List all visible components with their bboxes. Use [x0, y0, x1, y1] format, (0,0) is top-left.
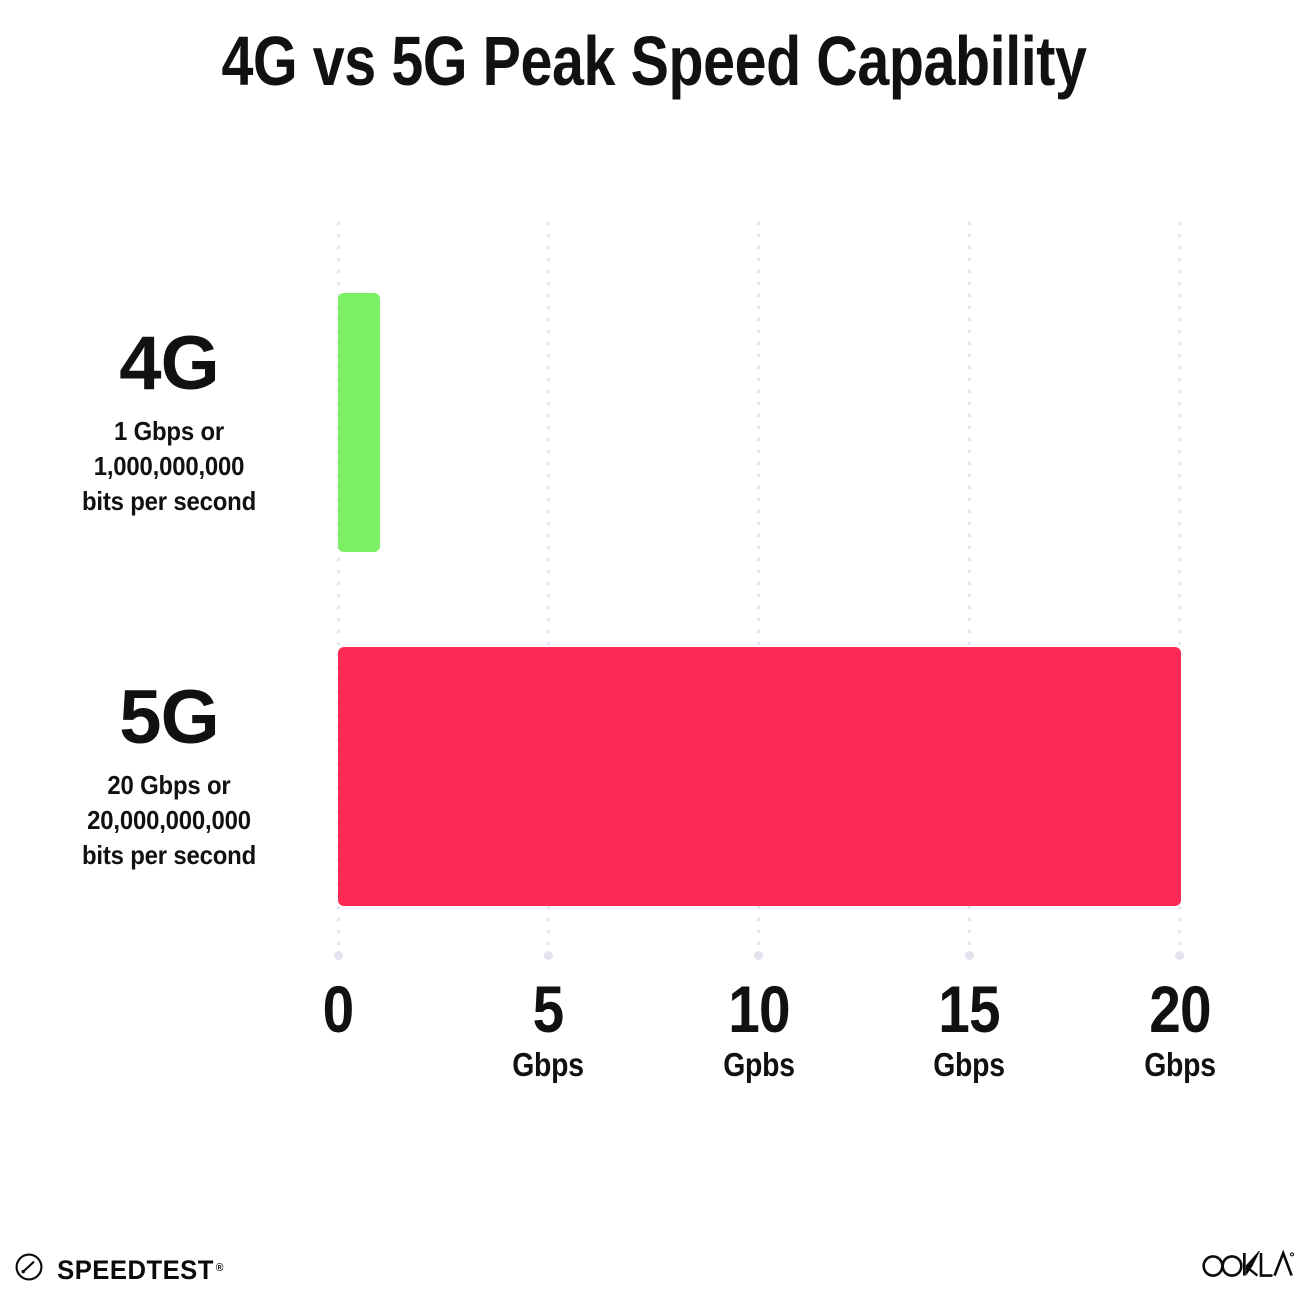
x-axis-tick-value: 5 [532, 972, 565, 1046]
x-axis-tick-10: 10 Gpbs [679, 976, 839, 1084]
category-title-4g: 4G [119, 321, 219, 406]
category-sub-line: 20,000,000,000 [87, 805, 251, 835]
speedtest-wordmark: SPEEDTEST ® [57, 1254, 223, 1285]
category-title-5g: 5G [119, 675, 219, 760]
x-axis-tick-value: 10 [728, 972, 790, 1046]
ookla-wordmark-icon [1202, 1250, 1294, 1277]
x-axis-tick-value: 0 [322, 972, 355, 1046]
x-axis-tick-unit: Gbps [512, 1046, 584, 1083]
x-axis-tick-unit: Gbps [933, 1046, 1005, 1083]
gridline-15 [965, 222, 974, 960]
bar-4g [337, 293, 380, 552]
x-axis-tick-value: 20 [1149, 972, 1211, 1046]
bar-5g [337, 647, 1181, 906]
category-label-4g: 4G 1 Gbps or 1,000,000,000 bits per seco… [46, 326, 292, 519]
gridline-cap [334, 951, 343, 960]
gridline-5 [544, 222, 553, 960]
gridline-0 [334, 222, 343, 960]
x-axis-tick-15: 15 Gbps [889, 976, 1049, 1084]
category-sub-line: 1,000,000,000 [93, 451, 245, 481]
x-axis-tick-unit: Gbps [1144, 1046, 1216, 1083]
x-axis-tick-unit: Gpbs [723, 1046, 795, 1083]
category-label-5g: 5G 20 Gbps or 20,000,000,000 bits per se… [46, 680, 292, 873]
category-sub-line: bits per second [81, 840, 257, 870]
category-sub-line: bits per second [81, 486, 257, 516]
x-axis-tick-20: 20 Gbps [1100, 976, 1260, 1084]
speedometer-icon [14, 1252, 44, 1287]
gridline-cap [965, 951, 974, 960]
ookla-logo [1202, 1250, 1294, 1280]
x-axis-tick-value: 15 [938, 972, 1000, 1046]
category-sub-5g: 20 Gbps or 20,000,000,000 bits per secon… [56, 768, 282, 873]
speedtest-wordmark-text: SPEEDTEST [57, 1254, 214, 1285]
speedtest-trademark: ® [215, 1261, 224, 1274]
category-sub-4g: 1 Gbps or 1,000,000,000 bits per second [56, 414, 282, 519]
x-axis-tick-0: 0 [258, 976, 418, 1046]
gridline-cap [1175, 951, 1184, 960]
gridline-20 [1175, 222, 1184, 960]
category-sub-line: 1 Gbps or [114, 416, 224, 446]
gridline-10 [754, 222, 763, 960]
gridline-cap [754, 951, 763, 960]
speedtest-logo: SPEEDTEST ® [14, 1252, 223, 1287]
page-title: 4G vs 5G Peak Speed Capability [221, 22, 1087, 100]
category-sub-line: 20 Gbps or [107, 770, 231, 800]
gridline-cap [544, 951, 553, 960]
x-axis-tick-5: 5 Gbps [468, 976, 628, 1084]
